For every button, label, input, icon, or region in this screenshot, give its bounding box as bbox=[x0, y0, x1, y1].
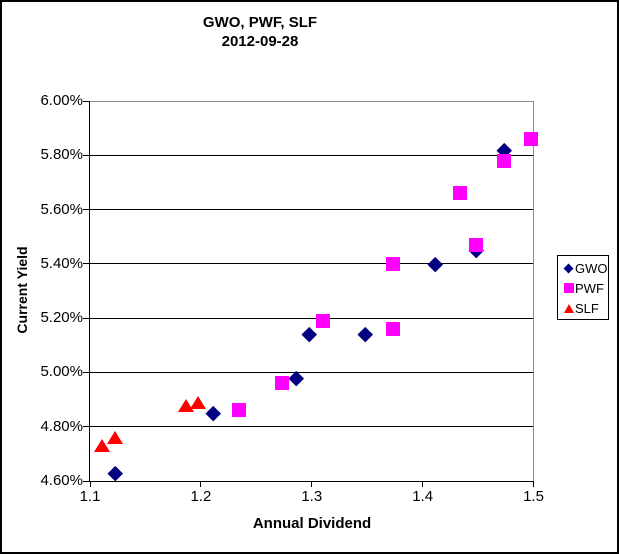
data-point-gwo bbox=[205, 405, 221, 421]
x-axis-tick bbox=[533, 481, 534, 487]
y-axis-tick bbox=[83, 209, 90, 211]
data-point-gwo bbox=[302, 326, 317, 342]
y-tick-label: 5.00% bbox=[40, 363, 83, 381]
y-axis-tick bbox=[83, 371, 90, 373]
data-point-slf bbox=[177, 398, 194, 412]
chart-title: GWO, PWF, SLF bbox=[202, 14, 318, 31]
y-tick-label: 4.60% bbox=[40, 472, 83, 489]
gridline bbox=[90, 263, 534, 265]
x-axis-tick bbox=[422, 481, 424, 487]
y-tick-label: 4.80% bbox=[40, 417, 83, 435]
data-point-gwo bbox=[108, 465, 123, 481]
legend-entry-pwf: PWF bbox=[558, 278, 608, 298]
x-tick-label: 1.2 bbox=[190, 488, 212, 505]
x-axis-tick bbox=[311, 481, 313, 487]
data-point-pwf bbox=[385, 322, 400, 336]
y-axis-tick bbox=[83, 263, 90, 265]
data-point-pwf bbox=[315, 313, 330, 328]
data-point-pwf bbox=[524, 132, 539, 146]
y-tick-label: 6.00% bbox=[40, 92, 83, 109]
pwf-square-icon bbox=[562, 283, 575, 293]
data-point-slf bbox=[93, 439, 110, 453]
x-axis-line bbox=[89, 481, 534, 482]
y-axis-line bbox=[89, 101, 90, 481]
x-tick-label: 1.4 bbox=[412, 488, 434, 505]
chart-title-block: GWO, PWF, SLF 2012-09-28 bbox=[0, 13, 520, 51]
legend-label-slf: SLF bbox=[575, 300, 599, 316]
x-axis-tick bbox=[89, 481, 91, 487]
y-tick-label: 5.80% bbox=[40, 146, 83, 164]
gwo-diamond-icon bbox=[562, 263, 575, 273]
gridline bbox=[90, 154, 534, 156]
data-point-pwf bbox=[385, 256, 400, 271]
y-axis-tick bbox=[83, 100, 90, 102]
y-axis-tick bbox=[83, 317, 90, 319]
gridline bbox=[90, 209, 534, 211]
data-point-pwf bbox=[231, 403, 246, 418]
plot-border-right bbox=[533, 101, 534, 481]
chart-subtitle: 2012-09-28 bbox=[221, 33, 299, 50]
y-tick-label: 5.20% bbox=[40, 309, 83, 327]
x-tick-label: 1.1 bbox=[79, 488, 101, 505]
y-axis-tick bbox=[83, 426, 90, 428]
data-point-pwf bbox=[496, 153, 511, 168]
legend-label-gwo: GWO bbox=[575, 260, 608, 276]
data-point-pwf bbox=[468, 237, 483, 252]
y-tick-label: 5.40% bbox=[40, 254, 83, 272]
plot-border-top bbox=[90, 100, 534, 102]
data-point-pwf bbox=[453, 186, 468, 201]
gridline bbox=[90, 371, 534, 373]
slf-triangle-icon bbox=[562, 303, 575, 313]
y-axis-tick bbox=[83, 154, 90, 156]
x-tick-label: 1.3 bbox=[301, 488, 323, 505]
x-tick-label: 1.5 bbox=[523, 488, 544, 505]
data-point-gwo bbox=[357, 326, 373, 342]
x-axis-title: Annual Dividend bbox=[252, 515, 372, 532]
data-point-pwf bbox=[274, 376, 289, 391]
gridline bbox=[90, 317, 534, 319]
data-point-slf bbox=[190, 395, 207, 409]
legend-entry-gwo: GWO bbox=[558, 258, 608, 278]
legend: GWO PWF SLF bbox=[557, 255, 609, 320]
y-tick-label: 5.60% bbox=[40, 200, 83, 218]
legend-label-pwf: PWF bbox=[575, 280, 604, 296]
data-point-gwo bbox=[427, 256, 443, 272]
y-axis-tick bbox=[83, 480, 90, 482]
legend-entry-slf: SLF bbox=[558, 298, 608, 318]
gridline bbox=[90, 426, 534, 428]
x-axis-tick bbox=[200, 481, 202, 487]
data-point-slf bbox=[107, 431, 123, 445]
